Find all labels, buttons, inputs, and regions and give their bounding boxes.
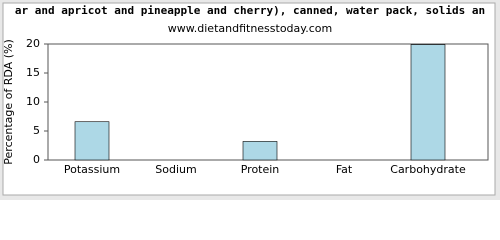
bar <box>74 121 110 161</box>
bar <box>242 141 278 161</box>
y-tick-label: 10 <box>26 95 40 108</box>
y-tick-label: 20 <box>26 37 40 50</box>
x-tick-label: Sodium <box>155 163 196 176</box>
y-axis-label: Percentage of RDA (%) <box>2 39 15 164</box>
y-tick-label: 15 <box>26 66 40 79</box>
chart-subtitle: www.dietandfitnesstoday.com <box>168 22 332 35</box>
y-tick-label: 5 <box>33 124 40 137</box>
chart-title: ar and apricot and pineapple and cherry)… <box>15 4 485 17</box>
x-tick-label: Carbohydrate <box>390 163 466 176</box>
y-tick-label: 0 <box>33 153 40 166</box>
x-tick-label: Potassium <box>64 163 120 176</box>
bar <box>410 44 446 161</box>
chart: ar and apricot and pineapple and cherry)… <box>0 0 500 200</box>
x-tick-label: Protein <box>241 163 280 176</box>
x-tick-label: Fat <box>336 163 353 176</box>
